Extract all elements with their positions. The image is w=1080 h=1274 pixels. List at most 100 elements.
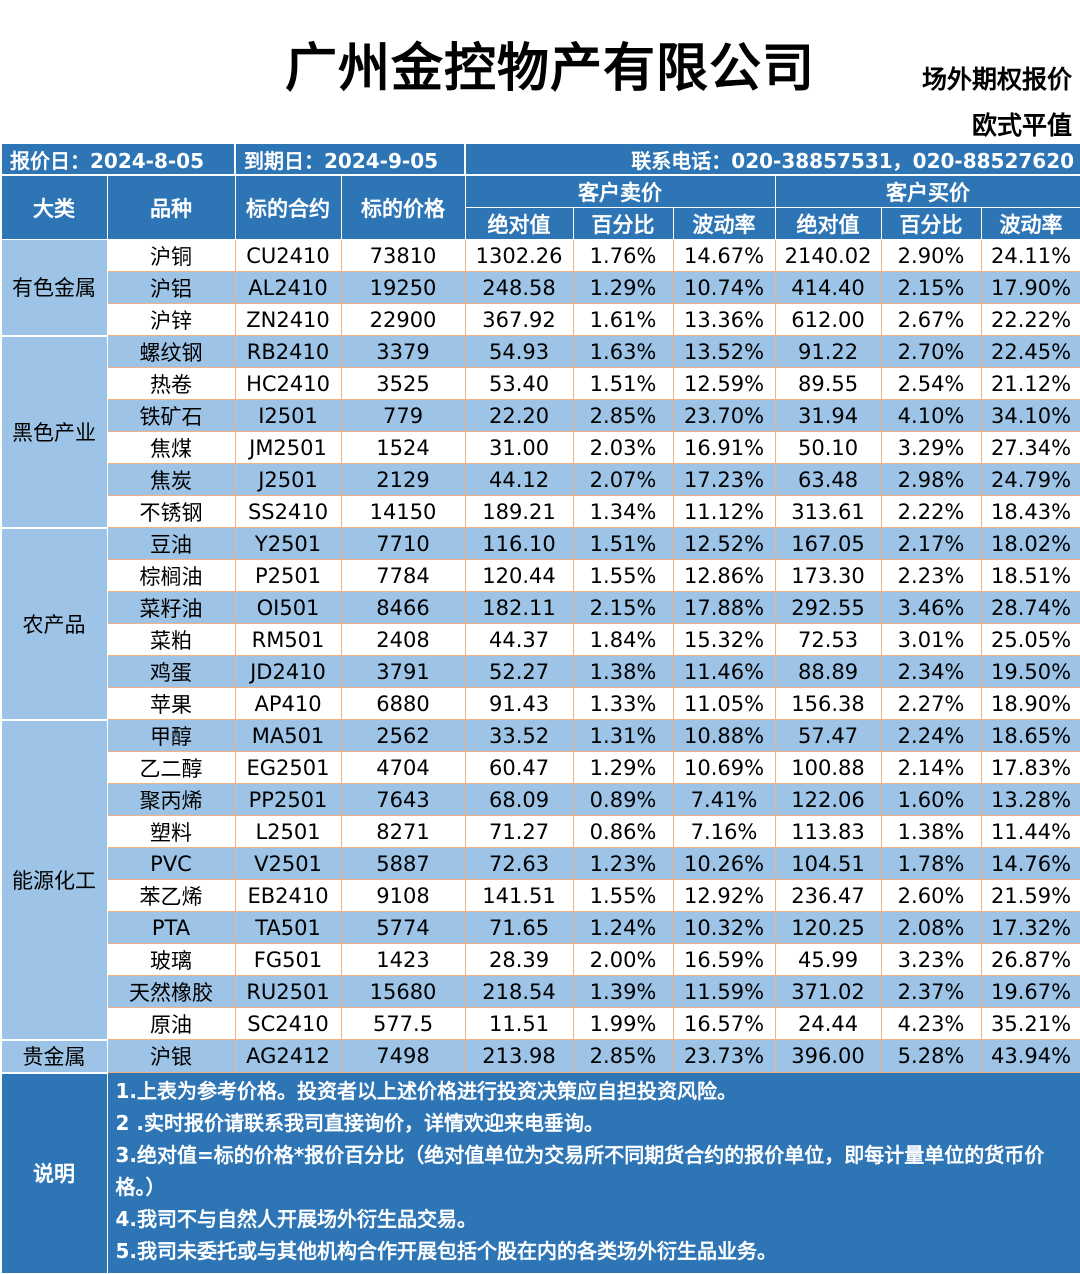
sell-abs-cell: 248.58 bbox=[464, 271, 574, 304]
contract-cell: AG2412 bbox=[234, 1039, 342, 1073]
col-header-client-sell: 客户卖价 bbox=[464, 174, 776, 208]
contract-cell: AL2410 bbox=[234, 271, 342, 304]
buy-abs-cell: 63.48 bbox=[774, 463, 882, 496]
sell-abs-cell: 367.92 bbox=[464, 303, 574, 336]
sell-pct-cell: 2.15% bbox=[572, 591, 674, 624]
buy-pct-cell: 2.37% bbox=[880, 975, 982, 1008]
quote-date: 报价日：2024-8-05 bbox=[0, 142, 237, 176]
sell-vol-cell: 11.46% bbox=[672, 655, 776, 688]
underlying-price-cell: 2562 bbox=[340, 719, 466, 752]
sell-abs-cell: 182.11 bbox=[464, 591, 574, 624]
buy-vol-cell: 11.44% bbox=[980, 815, 1080, 848]
contract-cell: J2501 bbox=[234, 463, 342, 496]
buy-vol-cell: 18.43% bbox=[980, 495, 1080, 528]
buy-vol-cell: 43.94% bbox=[980, 1039, 1080, 1073]
sell-abs-cell: 218.54 bbox=[464, 975, 574, 1008]
contract-cell: EG2501 bbox=[234, 751, 342, 784]
variety-cell: 苯乙烯 bbox=[106, 879, 236, 912]
sell-vol-cell: 23.70% bbox=[672, 399, 776, 432]
sell-vol-cell: 10.74% bbox=[672, 271, 776, 304]
table-row: 沪铝 AL2410 19250 248.58 1.29% 10.74% 414.40 2.15… bbox=[1, 271, 1080, 304]
col-header-sell-vol: 波动率 bbox=[672, 207, 776, 240]
sell-abs-cell: 52.27 bbox=[464, 655, 574, 688]
buy-abs-cell: 88.89 bbox=[774, 655, 882, 688]
col-header-buy-vol: 波动率 bbox=[980, 207, 1080, 240]
buy-vol-cell: 34.10% bbox=[980, 399, 1080, 432]
sell-vol-cell: 11.59% bbox=[672, 975, 776, 1008]
variety-cell: 棕榈油 bbox=[106, 559, 236, 592]
underlying-price-cell: 3525 bbox=[340, 367, 466, 400]
table-row: 玻璃 FG501 1423 28.39 2.00% 16.59% 45.99 3.23% 26.… bbox=[1, 943, 1080, 976]
buy-abs-cell: 173.30 bbox=[774, 559, 882, 592]
sell-abs-cell: 54.93 bbox=[464, 335, 574, 368]
underlying-price-cell: 7498 bbox=[340, 1039, 466, 1073]
buy-abs-cell: 24.44 bbox=[774, 1007, 882, 1040]
col-header-contract: 标的合约 bbox=[234, 174, 342, 240]
col-header-price: 标的价格 bbox=[340, 174, 466, 240]
sell-vol-cell: 23.73% bbox=[672, 1039, 776, 1073]
buy-pct-cell: 4.10% bbox=[880, 399, 982, 432]
buy-pct-cell: 2.90% bbox=[880, 239, 982, 272]
table-row: 菜籽油 OI501 8466 182.11 2.15% 17.88% 292.55 3.46%… bbox=[1, 591, 1080, 624]
sell-abs-cell: 33.52 bbox=[464, 719, 574, 752]
contract-cell: EB2410 bbox=[234, 879, 342, 912]
sell-abs-cell: 1302.26 bbox=[464, 239, 574, 272]
col-header-buy-pct: 百分比 bbox=[880, 207, 982, 240]
variety-cell: 天然橡胶 bbox=[106, 975, 236, 1008]
table-row: 菜粕 RM501 2408 44.37 1.84% 15.32% 72.53 3.01% 25.… bbox=[1, 623, 1080, 656]
underlying-price-cell: 9108 bbox=[340, 879, 466, 912]
underlying-price-cell: 2129 bbox=[340, 463, 466, 496]
buy-vol-cell: 17.32% bbox=[980, 911, 1080, 944]
contract-cell: JD2410 bbox=[234, 655, 342, 688]
underlying-price-cell: 5774 bbox=[340, 911, 466, 944]
variety-cell: 焦炭 bbox=[106, 463, 236, 496]
contract-cell: AP410 bbox=[234, 687, 342, 720]
sell-pct-cell: 1.24% bbox=[572, 911, 674, 944]
table-row: 原油 SC2410 577.5 11.51 1.99% 16.57% 24.44 4.23% 3… bbox=[1, 1007, 1080, 1040]
buy-abs-cell: 50.10 bbox=[774, 431, 882, 464]
buy-abs-cell: 120.25 bbox=[774, 911, 882, 944]
sell-abs-cell: 53.40 bbox=[464, 367, 574, 400]
note-line: 5.我司未委托或与其他机构合作开展包括个股在内的各类场外衍生品业务。 bbox=[115, 1239, 778, 1263]
table-row: 焦煤 JM2501 1524 31.00 2.03% 16.91% 50.10 3.29% 27… bbox=[1, 431, 1080, 464]
buy-vol-cell: 22.22% bbox=[980, 303, 1080, 336]
buy-pct-cell: 2.15% bbox=[880, 271, 982, 304]
page-header: 广州金控物产有限公司 场外期权报价 欧式平值 bbox=[0, 0, 1080, 142]
buy-abs-cell: 2140.02 bbox=[774, 239, 882, 272]
buy-abs-cell: 371.02 bbox=[774, 975, 882, 1008]
buy-pct-cell: 2.27% bbox=[880, 687, 982, 720]
note-line: 4.我司不与自然人开展场外衍生品交易。 bbox=[115, 1207, 478, 1231]
buy-abs-cell: 100.88 bbox=[774, 751, 882, 784]
underlying-price-cell: 22900 bbox=[340, 303, 466, 336]
buy-pct-cell: 5.28% bbox=[880, 1039, 982, 1073]
table-row: 棕榈油 P2501 7784 120.44 1.55% 12.86% 173.30 2.23%… bbox=[1, 559, 1080, 592]
sell-abs-cell: 213.98 bbox=[464, 1039, 574, 1073]
sell-pct-cell: 2.03% bbox=[572, 431, 674, 464]
contract-cell: ZN2410 bbox=[234, 303, 342, 336]
table-row: 鸡蛋 JD2410 3791 52.27 1.38% 11.46% 88.89 2.34% 19… bbox=[1, 655, 1080, 688]
table-row: 苯乙烯 EB2410 9108 141.51 1.55% 12.92% 236.47 2.60… bbox=[1, 879, 1080, 912]
buy-vol-cell: 13.28% bbox=[980, 783, 1080, 816]
notes-row: 说明 1.上表为参考价格。投资者以上述价格进行投资决策应自担投资风险。 2 .实时报… bbox=[0, 1072, 1080, 1274]
underlying-price-cell: 2408 bbox=[340, 623, 466, 656]
contract-cell: HC2410 bbox=[234, 367, 342, 400]
table-row: PTA TA501 5774 71.65 1.24% 10.32% 120.25 2.08% 1… bbox=[1, 911, 1080, 944]
sell-pct-cell: 2.00% bbox=[572, 943, 674, 976]
buy-abs-cell: 292.55 bbox=[774, 591, 882, 624]
variety-cell: PTA bbox=[106, 911, 236, 944]
sell-abs-cell: 71.27 bbox=[464, 815, 574, 848]
sell-vol-cell: 16.59% bbox=[672, 943, 776, 976]
variety-cell: 甲醇 bbox=[106, 719, 236, 752]
buy-pct-cell: 2.24% bbox=[880, 719, 982, 752]
underlying-price-cell: 577.5 bbox=[340, 1007, 466, 1040]
variety-cell: 聚丙烯 bbox=[106, 783, 236, 816]
sell-vol-cell: 10.69% bbox=[672, 751, 776, 784]
variety-cell: 菜籽油 bbox=[106, 591, 236, 624]
buy-vol-cell: 26.87% bbox=[980, 943, 1080, 976]
header-row-1: 大类 品种 标的合约 标的价格 客户卖价 客户买价 bbox=[0, 174, 1080, 240]
table-row: 天然橡胶 RU2501 15680 218.54 1.39% 11.59% 371.02 2.… bbox=[1, 975, 1080, 1008]
category-cell: 贵金属 bbox=[0, 1039, 108, 1074]
buy-pct-cell: 1.38% bbox=[880, 815, 982, 848]
buy-pct-cell: 2.60% bbox=[880, 879, 982, 912]
sell-abs-cell: 60.47 bbox=[464, 751, 574, 784]
